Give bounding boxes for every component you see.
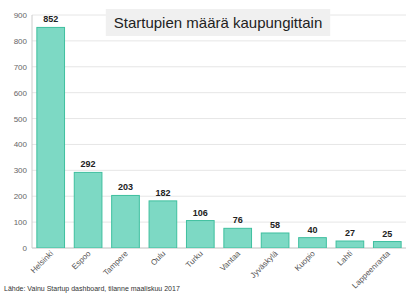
- y-tick-label: 800: [14, 37, 28, 46]
- grid-line: [32, 144, 406, 145]
- y-tick-label: 900: [14, 11, 28, 20]
- x-tick-label: Vantaa: [218, 249, 242, 273]
- bar: [37, 27, 65, 248]
- x-tick-label: Helsinki: [29, 249, 55, 275]
- y-axis: [32, 15, 33, 248]
- data-label: 852: [43, 14, 58, 24]
- bar: [186, 221, 214, 248]
- data-label: 106: [193, 208, 208, 218]
- bar: [74, 172, 102, 248]
- y-tick-label: 100: [14, 218, 28, 227]
- title-group: Startupien määrä kaupungittain: [106, 9, 330, 36]
- y-tick-label: 600: [14, 89, 28, 98]
- grid: [32, 15, 406, 248]
- x-tick-label: Espoo: [70, 249, 93, 272]
- y-tick-label: 0: [23, 244, 28, 253]
- bar: [261, 233, 289, 248]
- grid-line: [32, 170, 406, 171]
- x-tick-label: Lahti: [336, 249, 355, 268]
- data-label: 76: [233, 215, 243, 225]
- x-tick-label: Tampere: [102, 249, 131, 278]
- x-tick-label: Kuopio: [293, 249, 317, 273]
- data-label: 182: [155, 188, 170, 198]
- chart: 0 100 200 300 400 500 600 700 800 900 Startupien m…: [0, 0, 414, 295]
- x-tick-label: Jyväskylä: [249, 249, 280, 280]
- labels: 852 Helsinki 292 Espoo 203 Tampere 182 Oulu 106 T…: [29, 14, 392, 290]
- bar: [149, 201, 177, 248]
- x-tick-label: Turku: [184, 249, 205, 270]
- title-box: [106, 9, 330, 36]
- bars: [37, 27, 401, 248]
- bar: [112, 195, 140, 248]
- bar: [299, 238, 327, 248]
- bar: [373, 242, 401, 248]
- title: Startupien määrä kaupungittain: [114, 14, 322, 31]
- bar: [336, 241, 364, 248]
- source: Lähde: Vainu Startup dashboard, tilanne …: [4, 285, 180, 293]
- x-tick-label: Lappeenranta: [350, 249, 392, 291]
- y-tick-label: 500: [14, 115, 28, 124]
- data-label: 58: [270, 220, 280, 230]
- data-label: 292: [81, 159, 96, 169]
- bar: [224, 228, 252, 248]
- grid-line: [32, 40, 406, 41]
- x-tick-label: Oulu: [149, 249, 167, 267]
- data-label: 203: [118, 182, 133, 192]
- y-tick-label: 300: [14, 166, 28, 175]
- data-label: 25: [382, 229, 392, 239]
- grid-line: [32, 66, 406, 67]
- y-tick-label: 700: [14, 63, 28, 72]
- y-tick-label: 200: [14, 192, 28, 201]
- data-label: 27: [345, 228, 355, 238]
- data-label: 40: [307, 225, 317, 235]
- grid-line: [32, 118, 406, 119]
- grid-line: [32, 92, 406, 93]
- y-tick-label: 400: [14, 140, 28, 149]
